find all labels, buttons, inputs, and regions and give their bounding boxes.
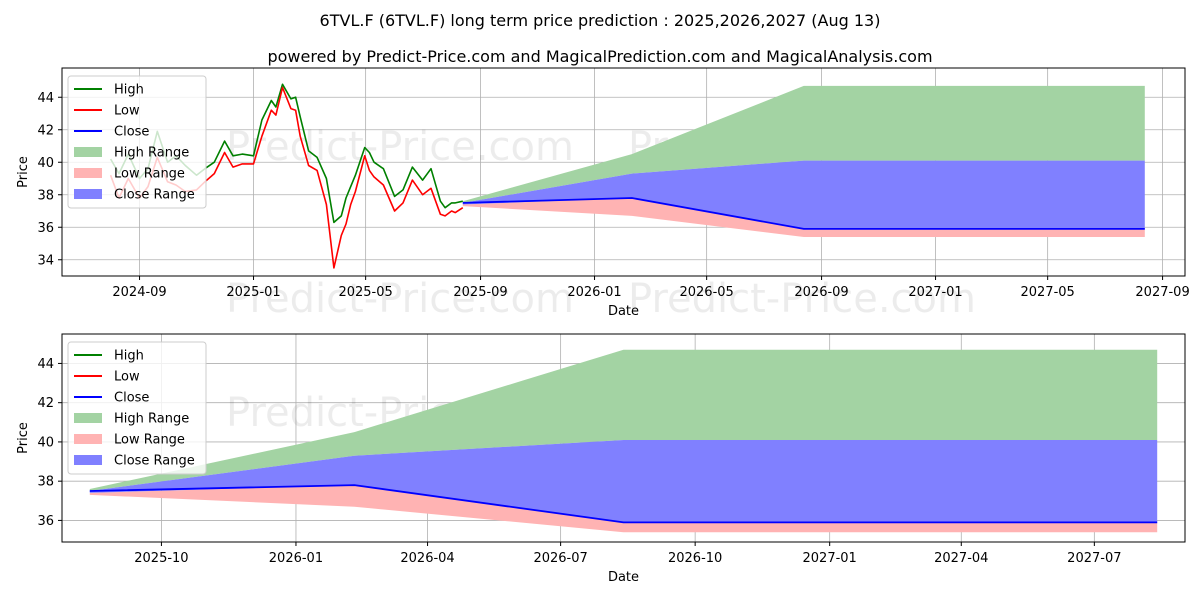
bottom-panel: Predict-Price.comPredict-Price.com2025-1…	[16, 333, 1186, 585]
x-tick-label: 2026-07	[533, 551, 587, 566]
y-tick-label: 34	[37, 253, 54, 268]
legend-swatch-close-range	[74, 455, 102, 465]
x-tick-label: 2026-01	[567, 285, 621, 300]
x-tick-label: 2027-05	[1020, 285, 1074, 300]
axes-frame	[61, 67, 1186, 277]
y-tick-label: 42	[37, 123, 54, 138]
x-tick-label: 2026-09	[794, 285, 848, 300]
legend-box	[67, 341, 207, 475]
close-forecast-line	[89, 484, 1158, 524]
watermark: Predict-Price.com	[226, 124, 574, 170]
x-tick-label: 2027-01	[908, 285, 962, 300]
legend-label-low-range: Low Range	[114, 433, 185, 448]
high-range-band	[462, 85, 1145, 203]
watermark: Predict-Price.com	[226, 276, 574, 322]
x-tick-label: 2027-04	[934, 551, 988, 566]
legend-label-low-range: Low Range	[114, 167, 185, 182]
x-tick-label: 2024-09	[112, 285, 166, 300]
y-tick-label: 44	[37, 357, 54, 372]
low-range-band	[89, 485, 1158, 533]
legend-label-high-range: High Range	[114, 146, 189, 161]
legend: High Low Close High Range Low Range Close Ran…	[67, 341, 207, 475]
legend-box	[67, 75, 207, 209]
x-tick-label: 2027-01	[803, 551, 857, 566]
y-tick-label: 36	[37, 221, 54, 236]
legend-label-close-range: Close Range	[114, 454, 195, 469]
x-tick-label: 2026-05	[679, 285, 733, 300]
legend-swatch-low-range	[74, 434, 102, 444]
close-range-band	[462, 160, 1145, 229]
legend-swatch-low-range	[74, 168, 102, 178]
y-tick-label: 40	[37, 435, 54, 450]
x-tick-label: 2025-01	[226, 285, 280, 300]
legend-swatch-high-range	[74, 413, 102, 423]
y-axis-label: Price	[16, 156, 31, 188]
legend-swatch-close-range	[74, 189, 102, 199]
y-tick-label: 38	[37, 475, 54, 490]
x-axis-label: Date	[608, 570, 639, 585]
legend-label-close-range: Close Range	[114, 188, 195, 203]
y-tick-label: 42	[37, 396, 54, 411]
plot-area	[89, 349, 1158, 533]
x-tick-label: 2025-10	[134, 551, 188, 566]
plot-area	[109, 83, 1145, 269]
x-tick-label: 2027-09	[1135, 285, 1189, 300]
legend-label-high: High	[114, 349, 144, 364]
legend-label-high: High	[114, 83, 144, 98]
low-range-band	[462, 198, 1145, 237]
watermark: Predict-Price.com	[628, 276, 976, 322]
x-tick-label: 2027-07	[1067, 551, 1121, 566]
legend-label-low: Low	[114, 370, 140, 385]
x-tick-label: 2026-04	[400, 551, 454, 566]
high-range-band	[89, 349, 1158, 491]
x-tick-label: 2025-05	[338, 285, 392, 300]
y-tick-label: 36	[37, 514, 54, 529]
x-tick-label: 2026-10	[668, 551, 722, 566]
legend-label-high-range: High Range	[114, 412, 189, 427]
x-tick-label: 2026-01	[269, 551, 323, 566]
y-tick-label: 44	[37, 91, 54, 106]
y-tick-label: 40	[37, 156, 54, 171]
legend: High Low Close High Range Low Range Close Ran…	[67, 75, 207, 209]
x-axis-label: Date	[608, 304, 639, 319]
legend-label-close: Close	[114, 391, 149, 406]
chart-subtitle: powered by Predict-Price.com and Magical…	[267, 47, 932, 66]
legend-label-close: Close	[114, 125, 149, 140]
y-axis-label: Price	[16, 422, 31, 454]
y-tick-label: 38	[37, 188, 54, 203]
close-forecast-line	[462, 197, 1145, 230]
top-panel: Predict-Price.com Predict-Price.com Predic…	[16, 67, 1190, 322]
x-tick-label: 2025-09	[453, 285, 507, 300]
close-range-band	[89, 440, 1158, 523]
chart-title: 6TVL.F (6TVL.F) long term price predicti…	[320, 11, 881, 30]
legend-swatch-high-range	[74, 147, 102, 157]
legend-label-low: Low	[114, 104, 140, 119]
axes-frame	[61, 333, 1186, 543]
